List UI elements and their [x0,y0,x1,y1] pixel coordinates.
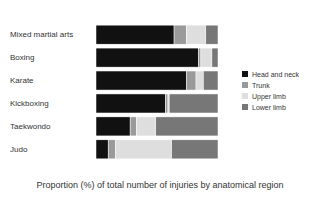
bar-segment [206,25,218,44]
legend-label: Head and neck [252,71,300,78]
bar-segment [96,117,130,136]
tick: Taekwondo [10,122,51,131]
bar-segment [156,117,218,136]
legend-item: Lower limb [242,104,286,111]
bar-segment [196,71,203,90]
category-label: Taekwondo [10,122,51,131]
bar-segment [186,25,206,44]
legend: Head and neck Trunk Upper limb Lower limb [242,71,300,111]
tick: Mixed martial arts [10,30,73,39]
legend-swatch [242,104,248,110]
chart: Mixed martial arts Boxing Karate Kickboxing… [0,0,315,199]
bar-segment [136,117,156,136]
bar-segment [96,25,174,44]
legend-swatch [242,71,248,77]
bar-segment [96,71,186,90]
bar-segment [201,48,212,67]
legend-item: Upper limb [242,93,286,101]
legend-label: Lower limb [252,104,286,111]
bar-segment [186,71,196,90]
bar-segment [96,48,198,67]
bar-segment [108,140,115,159]
bar-segment [116,140,172,159]
category-label: Kickboxing [10,99,49,108]
legend-swatch [242,93,248,99]
legend-item: Trunk [242,82,270,89]
bars [96,25,218,159]
title: Proportion (%) of total number of injuri… [36,180,283,190]
legend-label: Trunk [252,82,270,89]
legend-item: Head and neck [242,71,300,78]
bar-segment [96,140,108,159]
tick: Boxing [10,53,34,62]
bar-segment [169,94,218,113]
y-axis: Mixed martial arts Boxing Karate Kickboxing… [10,30,73,154]
bar-segment [203,71,218,90]
legend-label: Upper limb [252,93,286,101]
legend-swatch [242,82,248,88]
bar-segment [96,94,166,113]
bar-segment [212,48,218,67]
category-label: Boxing [10,53,34,62]
tick: Judo [10,145,28,154]
bar-segment [174,25,186,44]
tick: Kickboxing [10,99,49,108]
tick: Karate [10,76,34,85]
bar-segment [166,94,168,113]
bar-segment [130,117,136,136]
category-label: Judo [10,145,28,154]
bar-segment [198,48,200,67]
bar-segment [172,140,218,159]
category-label: Mixed martial arts [10,30,73,39]
category-label: Karate [10,76,34,85]
